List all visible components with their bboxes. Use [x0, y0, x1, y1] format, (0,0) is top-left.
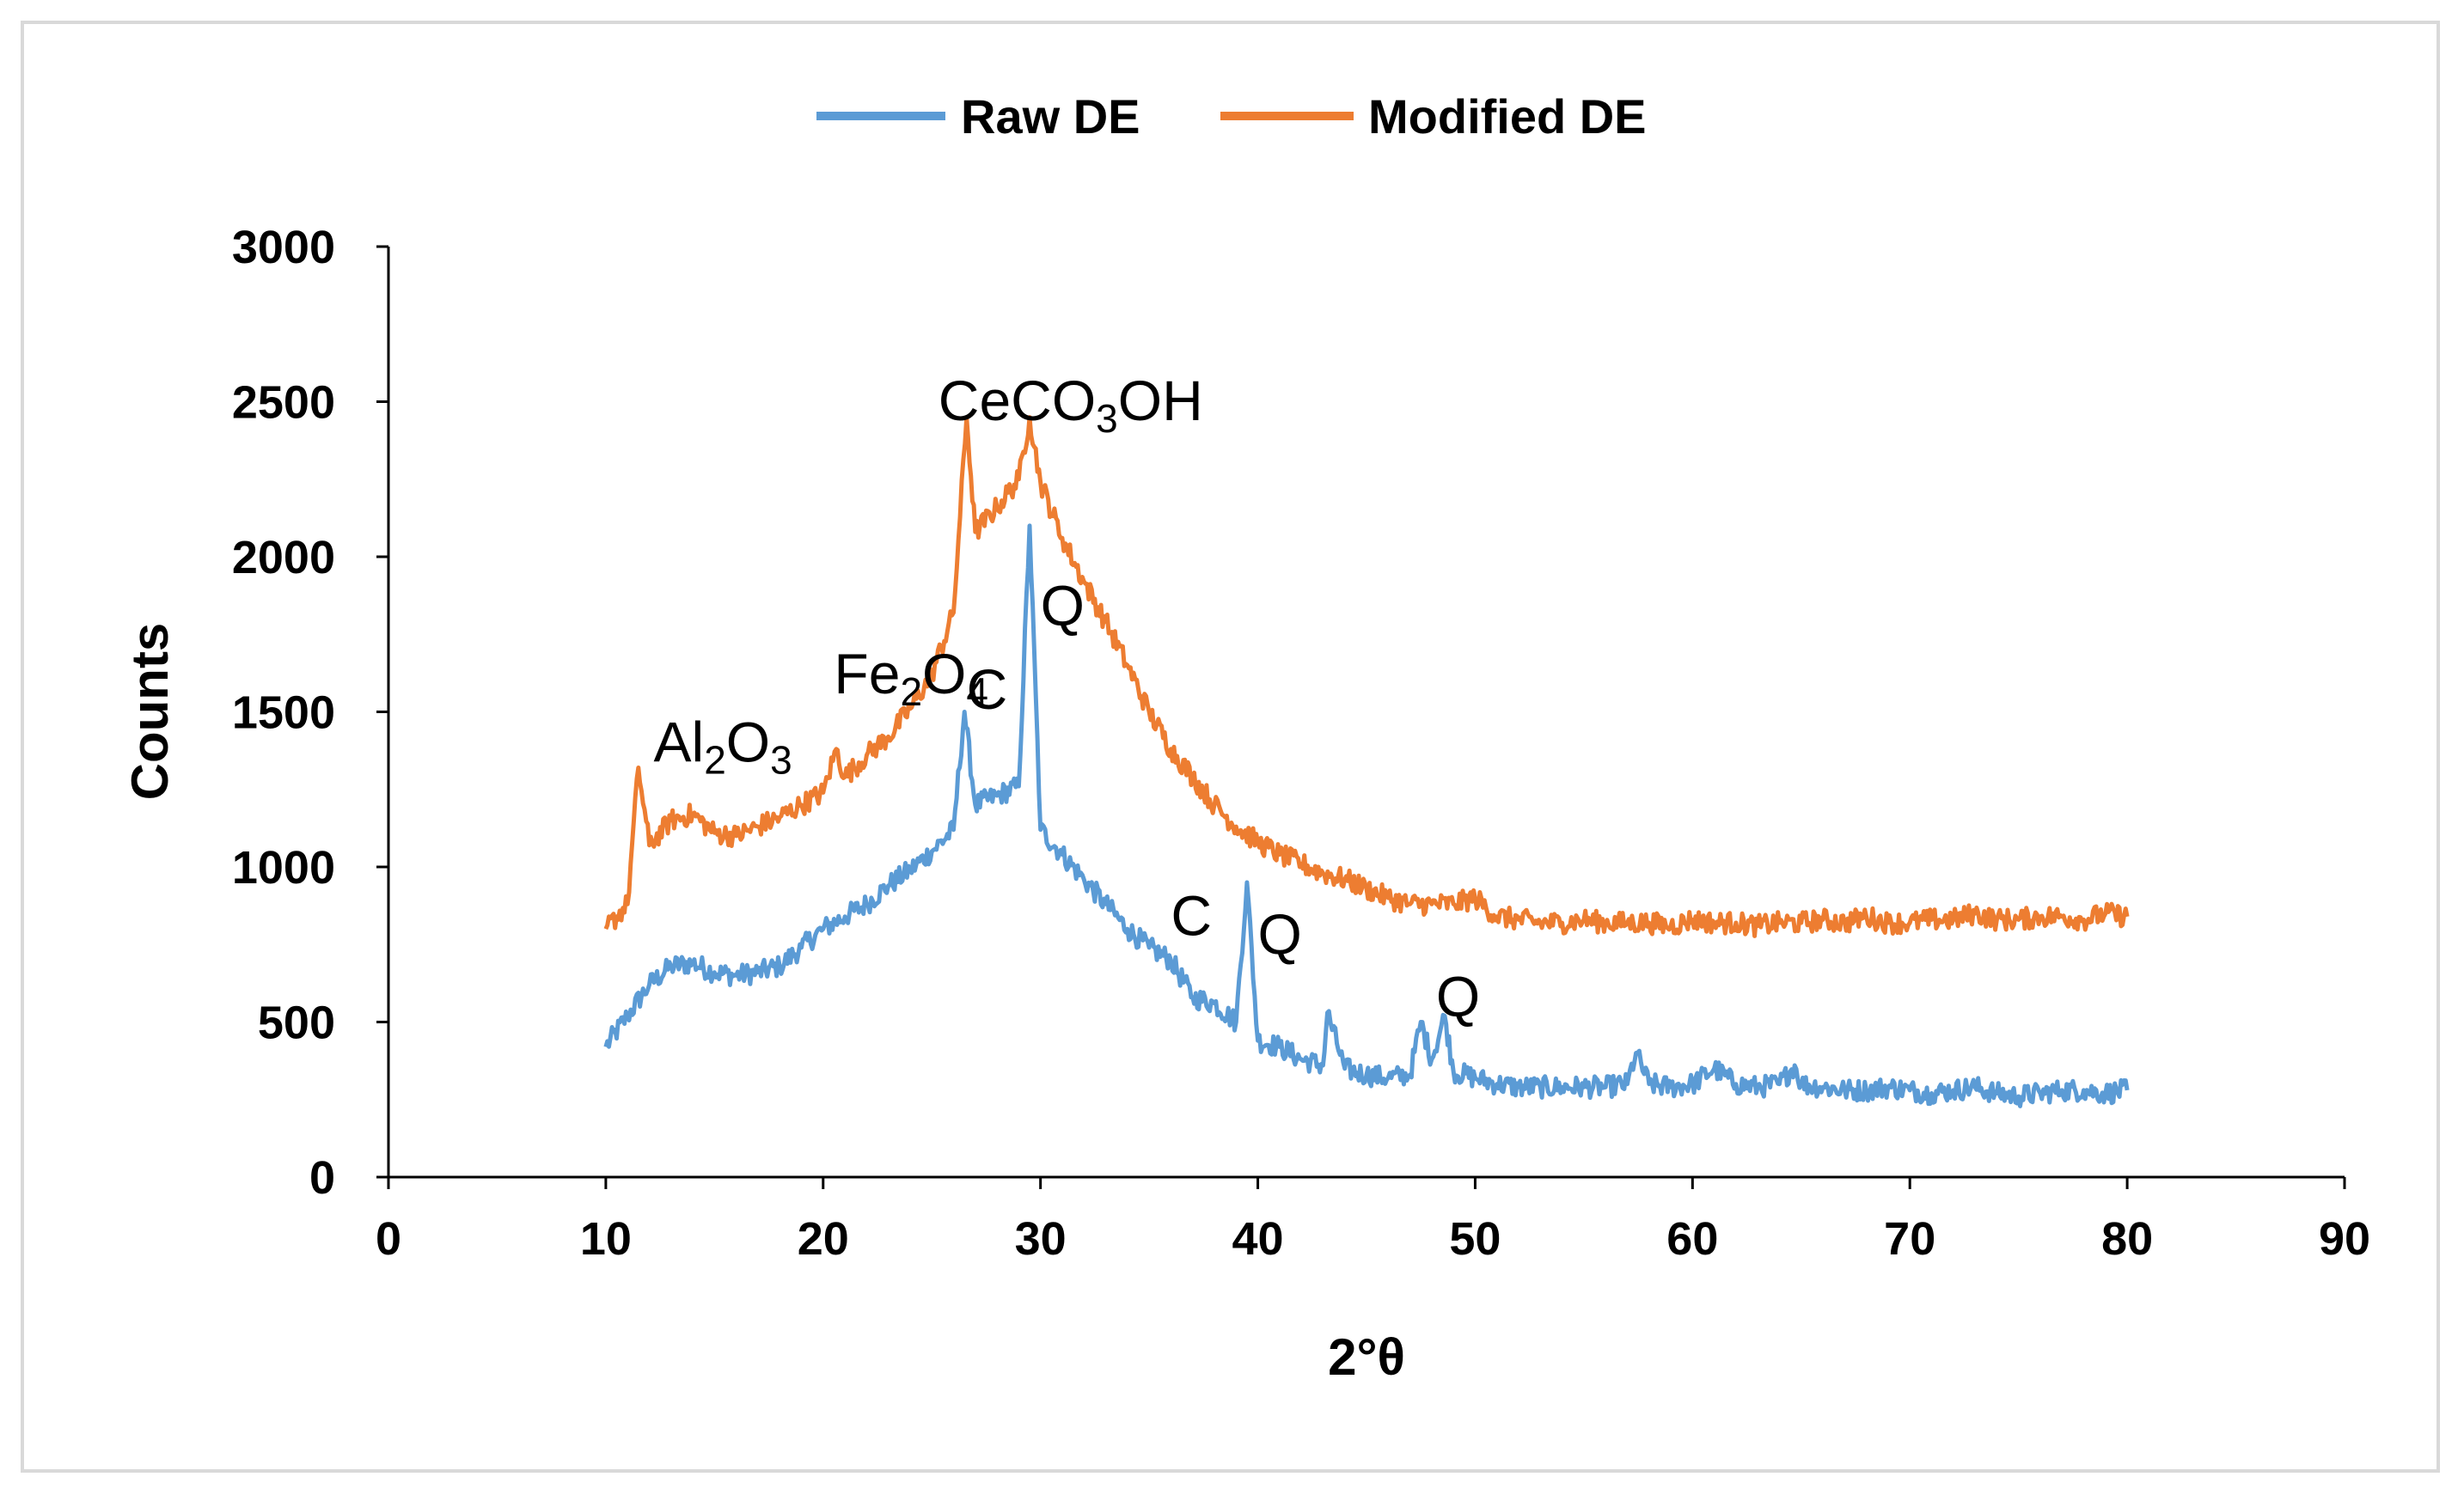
chart-frame	[21, 21, 2440, 1473]
x-tick-label: 50	[1449, 1213, 1501, 1265]
y-tick-label: 0	[309, 1152, 335, 1204]
peak-label: Al2O3	[654, 710, 792, 782]
peak-label: Q	[1436, 964, 1480, 1028]
series-layer	[603, 415, 2130, 1108]
peak-label: C	[1171, 883, 1212, 947]
legend-label-raw-de: Raw DE	[961, 89, 1140, 143]
y-tick-label: 500	[258, 998, 335, 1049]
x-tick-label: 0	[376, 1213, 401, 1265]
x-tick-label: 70	[1884, 1213, 1935, 1265]
x-ticks: 0 10 20 30 40 50 60 70 80 90	[376, 1177, 2370, 1265]
legend-label-modified-de: Modified DE	[1368, 89, 1647, 143]
x-tick-label: 10	[580, 1213, 632, 1265]
y-ticks: 0 500 1000 1500 2000 2500 3000	[232, 222, 388, 1204]
y-axis-title: Counts	[121, 623, 179, 801]
peak-label: Q	[1258, 902, 1302, 966]
x-tick-label: 80	[2101, 1213, 2153, 1265]
y-tick-label: 1000	[232, 842, 335, 894]
x-tick-label: 30	[1015, 1213, 1067, 1265]
peak-label: Q	[1041, 573, 1085, 637]
y-tick-label: 3000	[232, 222, 335, 273]
legend: Raw DE Modified DE	[816, 89, 1647, 143]
x-axis-title: 2°θ	[1328, 1328, 1405, 1386]
y-tick-label: 1500	[232, 687, 335, 739]
x-tick-label: 20	[798, 1213, 849, 1265]
series-line-modified-de	[603, 415, 2130, 938]
y-tick-label: 2500	[232, 377, 335, 429]
x-tick-label: 90	[2319, 1213, 2370, 1265]
peak-label: CeCO3OH	[939, 369, 1203, 441]
y-tick-label: 2000	[232, 532, 335, 583]
x-tick-label: 60	[1666, 1213, 1718, 1265]
x-tick-label: 40	[1232, 1213, 1284, 1265]
peak-label: Fe2O4	[834, 642, 988, 714]
peak-label: C	[967, 657, 1008, 721]
series-line-raw-de	[603, 523, 2130, 1108]
